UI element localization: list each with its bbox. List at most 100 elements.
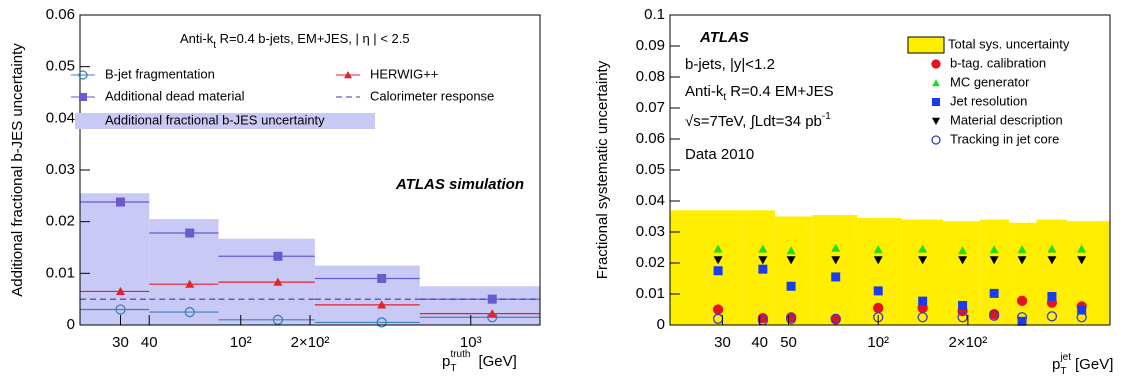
marker: [116, 286, 126, 296]
marker: [1017, 256, 1027, 265]
x-title-sub: T: [450, 363, 456, 374]
y-tick-label: 0.03: [46, 161, 75, 178]
legend-label: Tracking in jet core: [950, 131, 1059, 146]
y-tick-label: 0.04: [636, 192, 665, 209]
legend-label: b-tag. calibration: [950, 55, 1046, 70]
y-tick-label: 0.07: [636, 99, 665, 116]
x-title-sub: T: [1060, 366, 1066, 377]
legend-label: MC generator: [950, 74, 1030, 89]
uncertainty-band: [419, 286, 540, 325]
marker: [116, 197, 126, 207]
legend-marker: [931, 59, 941, 69]
y-tick-label: 0.05: [636, 161, 665, 178]
marker: [1047, 256, 1057, 265]
annotation-sub: t: [723, 92, 726, 103]
y-tick-label: 0.02: [636, 254, 665, 271]
marker: [713, 266, 723, 276]
energy-note: √s=7TeV, ∫Ldt=34 pb-1: [685, 111, 831, 130]
marker: [487, 309, 497, 318]
y-tick-label: 0.02: [46, 213, 75, 230]
marker: [918, 256, 928, 265]
legend-marker: [932, 117, 940, 125]
x-title-unit: [GeV]: [1075, 356, 1113, 373]
legend-label: Additional dead material: [105, 88, 245, 103]
marker: [786, 246, 796, 255]
legend-label: HERWIG++: [370, 66, 438, 81]
y-tick-label: 0: [67, 316, 75, 333]
annotation: Anti-kt R=0.4 EM+JES: [685, 83, 834, 103]
uncertainty-band: [1036, 219, 1067, 325]
x-tick-label: 30: [112, 334, 129, 351]
annotation-sub: t: [213, 40, 216, 51]
marker: [487, 294, 497, 304]
y-tick-label: 0.08: [636, 68, 665, 85]
y-tick-label: 0.06: [636, 130, 665, 147]
legend-label: Jet resolution: [950, 93, 1027, 108]
marker: [713, 256, 723, 265]
marker: [989, 288, 999, 298]
y-axis-title: Additional fractional b-JES uncertainty: [9, 43, 26, 297]
y-tick-label: 0.04: [46, 109, 75, 126]
legend-label: Material description: [950, 112, 1063, 127]
marker: [377, 274, 387, 283]
marker: [873, 256, 883, 265]
atlas-label: ATLAS simulation: [395, 176, 524, 193]
legend-marker: [931, 135, 941, 145]
marker: [785, 313, 797, 324]
y-tick-label: 0.03: [636, 223, 665, 240]
annotation: Anti-kt R=0.4 b-jets, EM+JES, | η | < 2.…: [180, 31, 410, 51]
y-tick-label: 0.1: [644, 6, 665, 23]
x-tick-label: 50: [780, 334, 797, 351]
legend-swatch: [907, 36, 945, 54]
marker: [918, 296, 928, 306]
uncertainty-band: [80, 193, 150, 325]
x-tick-label: 40: [141, 334, 158, 351]
x-tick-label: 2×10²: [948, 334, 987, 351]
marker: [1016, 295, 1028, 306]
x-tick-label: 30: [714, 334, 731, 351]
marker: [786, 281, 796, 291]
marker: [989, 245, 999, 254]
y-tick-label: 0.09: [636, 37, 665, 54]
y-axis-title: Fractional systematic uncertainty: [594, 60, 611, 279]
annotation-part: R=0.4 b-jets, EM+JES, | η | < 2.5: [216, 31, 410, 46]
marker: [712, 304, 724, 315]
marker: [272, 314, 284, 325]
y-tick-label: 0: [657, 316, 665, 333]
legend-marker: [932, 98, 940, 106]
marker: [185, 228, 195, 238]
marker: [917, 312, 928, 323]
x-tick-label: 40: [751, 334, 768, 351]
marker: [1016, 312, 1028, 323]
y-tick-label: 0.06: [46, 6, 75, 23]
marker: [185, 279, 195, 288]
marker: [1077, 256, 1087, 265]
uncertainty-band: [149, 219, 219, 325]
legend-label: B-jet fragmentation: [105, 66, 215, 81]
marker: [831, 272, 841, 282]
x-title-sup: jet: [1059, 352, 1071, 363]
uncertainty-band: [980, 219, 1010, 325]
marker: [1076, 312, 1087, 323]
legend-label: Calorimeter response: [370, 88, 494, 103]
marker: [988, 310, 1000, 321]
marker: [989, 256, 999, 265]
y-tick-label: 0.01: [46, 264, 75, 281]
x-tick-label: 2×10²: [291, 334, 330, 351]
marker: [1047, 244, 1057, 253]
marker: [1077, 244, 1087, 253]
x-title-unit: [GeV]: [478, 353, 516, 370]
annotation-part: R=0.4 EM+JES: [726, 83, 834, 100]
legend-label: Additional fractional b-JES uncertainty: [105, 112, 325, 127]
legend-marker: [344, 71, 352, 79]
marker: [376, 317, 387, 328]
marker: [873, 302, 884, 314]
marker: [1047, 291, 1057, 301]
uncertainty-band: [812, 214, 858, 325]
marker: [713, 244, 723, 253]
marker: [830, 313, 841, 324]
marker: [831, 256, 841, 265]
note: Data 2010: [685, 146, 754, 163]
legend-swatch: [75, 113, 375, 129]
legend-label: Total sys. uncertainty: [948, 36, 1070, 51]
